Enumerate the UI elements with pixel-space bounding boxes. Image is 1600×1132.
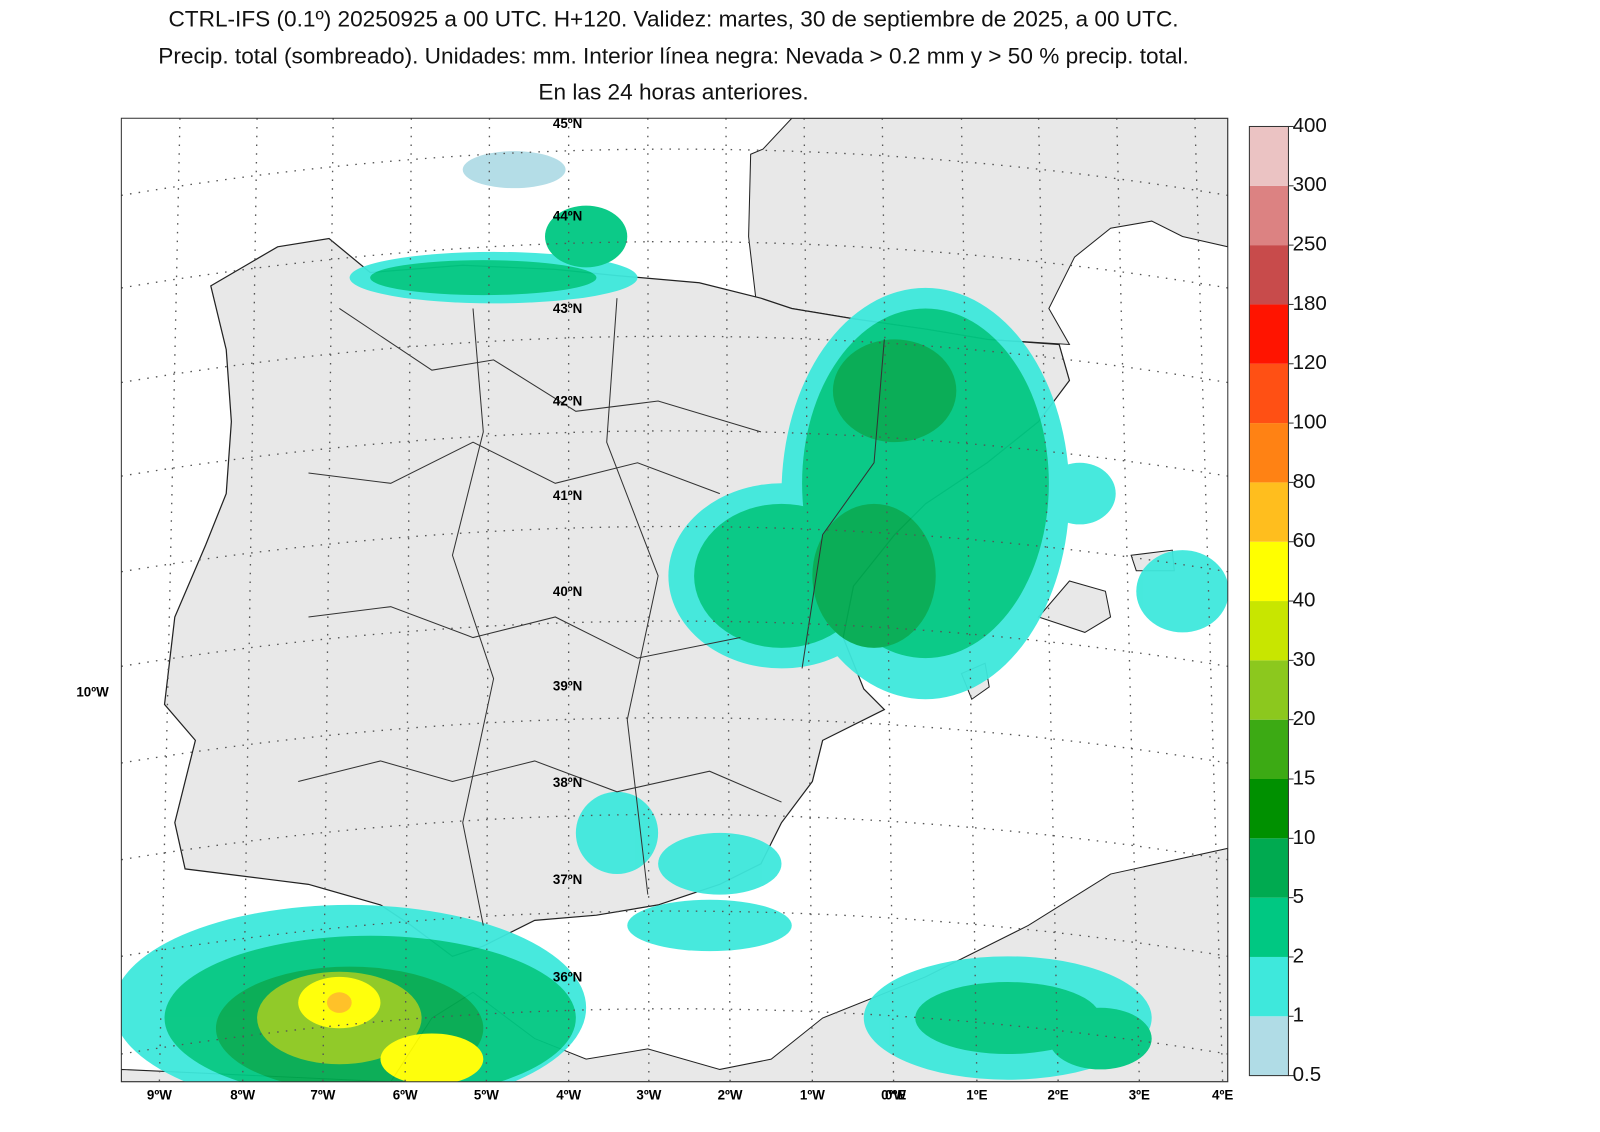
mallorca bbox=[1037, 580, 1112, 633]
colorbar-label: 30 bbox=[1293, 648, 1316, 671]
latitude-label: 44ºN bbox=[553, 209, 582, 224]
longitude-label: 3ºE bbox=[1129, 1088, 1150, 1103]
colorbar-band bbox=[1249, 838, 1289, 898]
colorbar-label: 2 bbox=[1293, 944, 1304, 967]
precipitation bbox=[121, 151, 1228, 1082]
latitude-label: 40ºN bbox=[553, 584, 582, 599]
latitude-label: 38ºN bbox=[553, 775, 582, 790]
colorbar-band bbox=[1249, 541, 1289, 602]
colorbar-label: 1 bbox=[1293, 1004, 1304, 1027]
graticule bbox=[121, 118, 1228, 1082]
colorbar-label: 400 bbox=[1293, 114, 1327, 137]
longitude-label: 2ºE bbox=[1048, 1088, 1069, 1103]
colorbar-label: 180 bbox=[1293, 292, 1327, 315]
colorbar-band bbox=[1249, 245, 1289, 305]
colorbar-label: 100 bbox=[1293, 411, 1327, 434]
borders bbox=[298, 298, 885, 926]
longitude-label: 9ºW bbox=[147, 1088, 172, 1103]
longitude-label: 8ºW bbox=[230, 1088, 255, 1103]
colorbar-label: 0.5 bbox=[1293, 1063, 1322, 1086]
latitude-label: 43ºN bbox=[553, 301, 582, 316]
colorbar-band bbox=[1249, 423, 1289, 483]
colorbar-label: 40 bbox=[1293, 588, 1316, 611]
longitude-label: 0ºE bbox=[885, 1088, 906, 1103]
colorbar-label: 300 bbox=[1293, 173, 1327, 196]
colorbar-band bbox=[1249, 363, 1289, 424]
map-frame bbox=[120, 117, 1229, 1083]
longitude-label: 4ºE bbox=[1212, 1088, 1233, 1103]
latitude-label: 42ºN bbox=[553, 394, 582, 409]
longitude-label: 6ºW bbox=[393, 1088, 418, 1103]
latitude-label: 36ºN bbox=[553, 969, 582, 984]
colorbar-label: 120 bbox=[1293, 351, 1327, 374]
side-label: 10ºW bbox=[76, 685, 109, 700]
colorbar-band bbox=[1249, 126, 1289, 186]
colorbar-label: 250 bbox=[1293, 233, 1327, 256]
colorbar-label: 15 bbox=[1293, 766, 1316, 789]
longitude-label: 5ºW bbox=[474, 1088, 499, 1103]
colorbar-label: 10 bbox=[1293, 826, 1316, 849]
colorbar-band bbox=[1249, 482, 1289, 542]
colorbar-band bbox=[1249, 719, 1289, 780]
colorbar-band bbox=[1249, 1016, 1289, 1076]
longitude-label: 1ºW bbox=[800, 1088, 825, 1103]
colorbar-band bbox=[1249, 779, 1289, 839]
colorbar-label: 20 bbox=[1293, 707, 1316, 730]
title-line: Precip. total (sombreado). Unidades: mm.… bbox=[158, 44, 1188, 69]
title-line: En las 24 horas anteriores. bbox=[538, 80, 808, 105]
scaled-figure: CTRL-IFS (0.1º) 20250925 a 00 UTC. H+120… bbox=[76, 7, 1327, 1103]
longitude-label: 1ºE bbox=[966, 1088, 987, 1103]
colorbar-band bbox=[1249, 897, 1289, 957]
colorbar-label: 5 bbox=[1293, 885, 1304, 908]
longitude-label: 7ºW bbox=[310, 1088, 335, 1103]
colorbar-band bbox=[1249, 660, 1289, 720]
latitude-label: 37ºN bbox=[553, 872, 582, 887]
latitude-label: 39ºN bbox=[553, 678, 582, 693]
colorbar-band bbox=[1249, 185, 1289, 246]
colorbar-band bbox=[1249, 304, 1289, 364]
title-line: CTRL-IFS (0.1º) 20250925 a 00 UTC. H+120… bbox=[168, 7, 1178, 32]
longitude-label: 4ºW bbox=[556, 1088, 581, 1103]
longitude-label: 2ºW bbox=[718, 1088, 743, 1103]
colorbar-label: 80 bbox=[1293, 470, 1316, 493]
colorbar-label: 60 bbox=[1293, 529, 1316, 552]
colorbar-band bbox=[1249, 956, 1289, 1017]
map bbox=[121, 118, 1228, 1082]
latitude-label: 41ºN bbox=[553, 488, 582, 503]
longitude-label: 0ºW bbox=[881, 1088, 906, 1103]
longitude-label: 3ºW bbox=[636, 1088, 661, 1103]
colorbar-band bbox=[1249, 601, 1289, 661]
latitude-label: 45ºN bbox=[553, 116, 582, 131]
